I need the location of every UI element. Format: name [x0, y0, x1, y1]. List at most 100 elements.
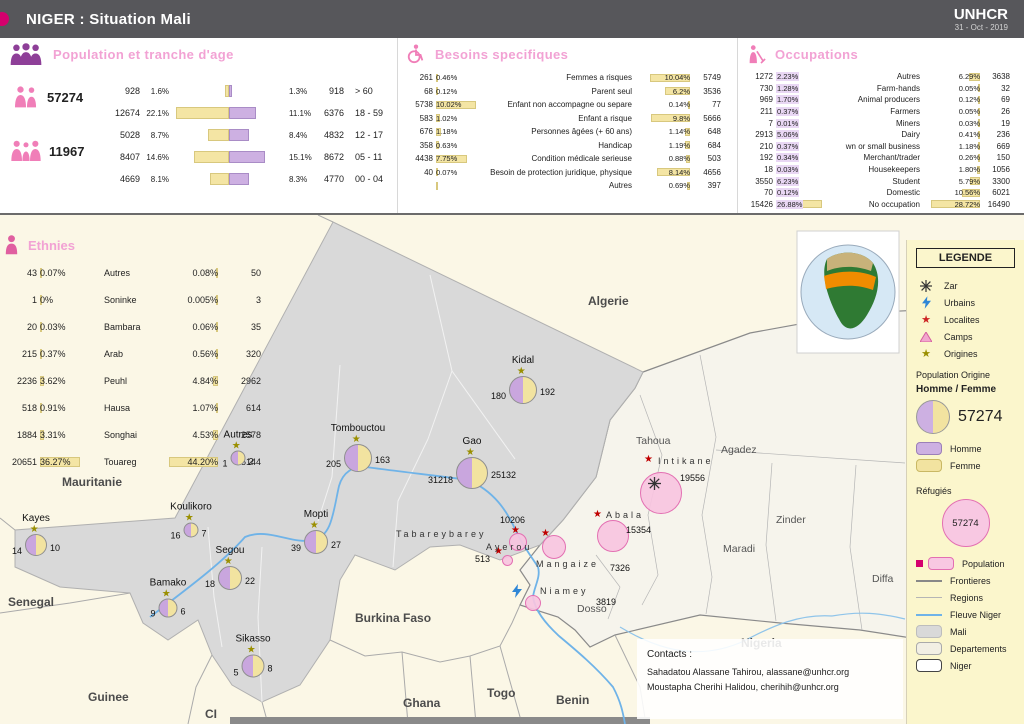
age-left-bar	[208, 129, 229, 141]
camp-name-ayerou: Ayerou	[486, 542, 533, 552]
ethnie-right-pct: 0.06%	[192, 321, 218, 332]
besoin-right-value: 5666	[703, 113, 721, 123]
refugees-total-value: 57274	[47, 89, 84, 105]
occupation-row: 1272 2.23% Autres 6.29% 3638	[746, 71, 1016, 83]
camp-circle-niamey[interactable]	[525, 595, 541, 611]
age-left-bar	[209, 173, 229, 185]
ethnies-title-text: Ethnies	[28, 237, 75, 253]
africa-globe-inset	[796, 230, 900, 354]
ethnie-right-value: 3	[255, 294, 261, 305]
ethnie-left-value: 215	[21, 348, 37, 359]
occupation-left-bar-cell: 6.23%	[776, 175, 830, 187]
origin-left-value: 18	[204, 579, 215, 590]
occupation-right-pct: 10.56%	[954, 188, 980, 198]
origin-name: Sikasso	[235, 633, 271, 645]
ethnie-left-pct: 0.07%	[40, 267, 66, 278]
besoin-left-bar	[436, 141, 439, 150]
homme-swatch	[916, 442, 942, 455]
besoin-right-bar-cell: 1.19%	[638, 139, 690, 153]
origin-marker-tombouctou[interactable]: ★ Tombouctou 205 163	[326, 423, 390, 472]
camp-value-niamey: 3819	[596, 597, 617, 607]
ethnie-row: 20 0.03% Bambara 0.06% 35	[4, 313, 272, 340]
occupation-left-pct: 1.70%	[776, 95, 800, 105]
ethnie-left-value: 1884	[16, 429, 37, 440]
age-left-pct: 8.1%	[150, 174, 169, 184]
ethnie-right-value: 2962	[240, 375, 261, 386]
camp-value-abala: 15354	[626, 525, 652, 535]
ethnie-left-bar	[40, 321, 42, 332]
ethnie-left-pct: 0.37%	[40, 348, 66, 359]
origin-star-icon: ★	[246, 644, 256, 656]
age-right-value: 4832	[323, 130, 344, 140]
besoin-right-pct: 10.04%	[664, 73, 690, 83]
besoin-label: Besoin de protection juridique, physique	[490, 167, 632, 177]
besoin-left-bar-cell: 0.63%	[436, 139, 486, 153]
occupation-row: 211 0.37% Farmers 0.05% 26	[746, 106, 1016, 118]
ethnie-right-value: 50	[250, 267, 261, 278]
locality-star-icon: ★	[921, 314, 931, 326]
origin-name: Autres	[223, 429, 253, 441]
origin-name: Kayes	[22, 513, 50, 524]
occupation-right-pct: 28.72%	[954, 199, 980, 209]
occupation-row: 70 0.12% Domestic 10.56% 6021	[746, 187, 1016, 199]
origin-marker-kayes[interactable]: ★ Kayes 14 10	[12, 513, 60, 556]
camp-circle-tabareybarey[interactable]	[509, 533, 527, 551]
stats-strip: Population et tranche d'age 57274	[0, 38, 1024, 215]
camp-circle-intikane[interactable]	[640, 472, 682, 514]
origin-marker-koulikoro[interactable]: ★ Koulikoro 16 7	[170, 502, 212, 541]
origin-pie	[456, 457, 488, 489]
besoin-left-bar-cell: 0.46%	[436, 71, 486, 85]
besoin-left-bar-cell: 1.02%	[436, 112, 486, 126]
besoin-right-bar-cell: 1.14%	[638, 125, 690, 139]
camp-circle-abala[interactable]	[597, 520, 629, 552]
country-label-togo: Togo	[487, 686, 516, 700]
legend-label: Population	[962, 558, 1005, 569]
occupation-right-bar	[978, 107, 980, 116]
origin-marker-kidal[interactable]: ★ Kidal 180 192	[491, 355, 555, 404]
mali-regions-borders	[207, 274, 516, 703]
age-right-bar	[229, 85, 233, 97]
age-left-pct: 14.6%	[146, 152, 169, 162]
origin-marker-gao[interactable]: ★ Gao 31218 25132	[428, 436, 516, 489]
age-left-pct: 8.7%	[150, 130, 169, 140]
legend-item-homme: Homme	[916, 440, 1015, 457]
origin-marker-sikasso[interactable]: ★ Sikasso 5 8	[233, 634, 273, 678]
wheelchair-icon	[407, 44, 424, 64]
origin-marker-mopti[interactable]: ★ Mopti 39 27	[291, 509, 341, 554]
country-label-benin: Benin	[556, 693, 590, 707]
occupation-left-value: 3550	[755, 176, 773, 186]
camp-circle-ayerou[interactable]	[502, 555, 513, 566]
origin-star-icon: ★	[161, 588, 171, 600]
age-left-value: 5028	[119, 130, 140, 140]
occupation-label: Housekeepers	[868, 165, 920, 175]
origin-marker-autres[interactable]: ★ Autres 1 2	[222, 430, 253, 469]
ethnie-right-value: 320	[245, 348, 261, 359]
occupation-right-value: 69	[1001, 95, 1010, 105]
age-right-value: 4770	[323, 174, 344, 184]
occupation-label: Dairy	[901, 130, 920, 140]
report-date: 31 - Oct - 2019	[954, 23, 1008, 33]
ethnie-left-bar	[40, 294, 42, 305]
occupation-right-bar	[978, 119, 980, 128]
population-swatch	[928, 557, 954, 570]
occupation-right-pct: 5.79%	[958, 176, 980, 186]
occupation-right-value: 6021	[992, 188, 1010, 198]
besoin-label: Personnes âgées (+ 60 ans)	[531, 127, 632, 137]
besoin-left-value: 261	[419, 73, 433, 83]
legend-label: Mali	[950, 626, 967, 637]
ethnie-right-bar	[212, 375, 218, 386]
origin-marker-bamako[interactable]: ★ Bamako 9 6	[150, 578, 187, 619]
occupation-label: Farmers	[890, 107, 920, 117]
legend-pie-row: 57274	[916, 400, 1015, 434]
occupation-right-bar-cell: 0.12%	[926, 94, 980, 106]
header-bar: NIGER : Situation Mali UNHCR 31 - Oct - …	[0, 0, 1024, 38]
legend-label: Fleuve Niger	[950, 609, 1002, 620]
origin-marker-segou[interactable]: ★ Segou 18 22	[205, 545, 255, 590]
besoin-left-value: 68	[424, 86, 433, 96]
camp-circle-mangaize[interactable]	[542, 535, 566, 559]
legend-homme-femme: Homme / Femme	[916, 384, 997, 395]
person-icon	[5, 235, 18, 255]
org-name: UNHCR	[953, 5, 1008, 23]
besoin-right-pct: 6.2%	[672, 86, 690, 96]
region-label-dosso: Dosso	[577, 603, 607, 615]
